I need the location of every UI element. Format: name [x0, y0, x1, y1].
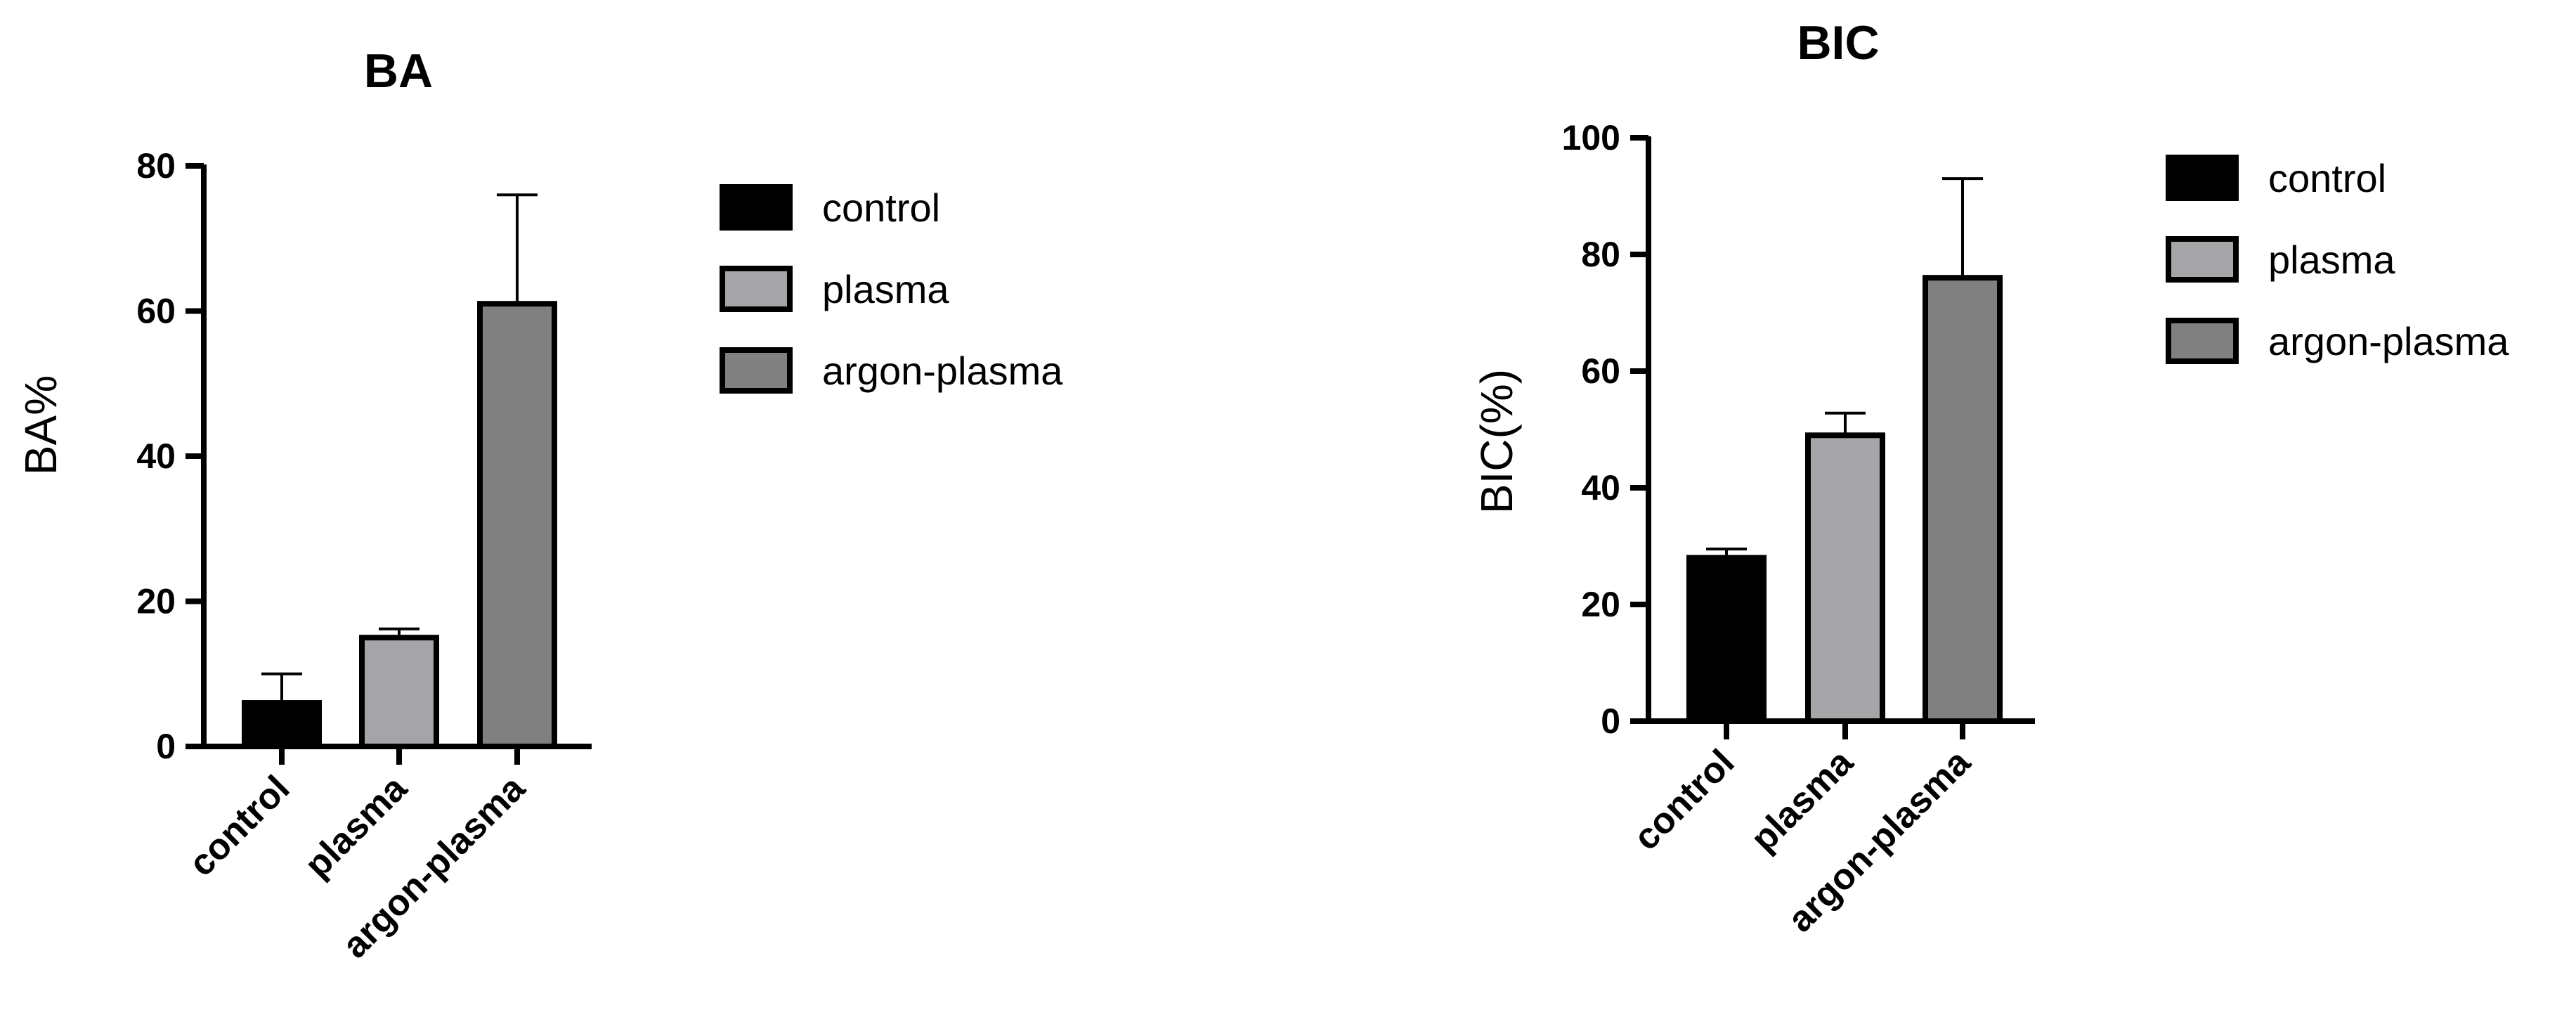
legend-swatch-control [720, 184, 793, 231]
y-tick-label: 40 [1581, 468, 1620, 507]
y-axis-label: BA% [15, 375, 66, 475]
bar-argon-plasma [477, 301, 557, 749]
legend-label-plasma: plasma [822, 267, 949, 311]
legend-swatch-argon-plasma [2166, 318, 2239, 364]
y-tick-label: 20 [1581, 585, 1620, 624]
y-tick-label: 40 [136, 436, 176, 476]
legend-swatch-argon-plasma [720, 347, 793, 394]
y-tick-label: 60 [136, 292, 176, 331]
y-tick-label: 80 [136, 146, 176, 186]
legend-swatch-plasma [2166, 236, 2239, 283]
bar-plasma [359, 635, 439, 749]
bar-argon-plasma [1923, 275, 2003, 724]
bar-plasma [1805, 432, 1885, 724]
y-tick-label: 100 [1562, 118, 1620, 157]
y-tick-label: 80 [1581, 235, 1620, 274]
x-tick-label-plasma: plasma [1743, 742, 1861, 860]
legend-label-argon-plasma: argon-plasma [2268, 319, 2509, 363]
y-tick-label: 0 [1601, 701, 1620, 741]
bar-control [1686, 555, 1767, 724]
legend-label-argon-plasma: argon-plasma [822, 349, 1063, 393]
chart-title: BIC [1797, 16, 1879, 70]
legend-label-control: control [822, 186, 940, 230]
legend-label-control: control [2268, 156, 2386, 200]
bar-control [242, 700, 322, 749]
y-tick-label: 60 [1581, 351, 1620, 391]
y-axis-label: BIC(%) [1471, 369, 1522, 514]
x-tick-label-control: control [181, 768, 298, 884]
legend-swatch-control [2166, 155, 2239, 201]
y-tick-label: 20 [136, 582, 176, 621]
y-tick-label: 0 [156, 727, 176, 766]
legend-label-plasma: plasma [2268, 238, 2395, 282]
chart-title: BA [364, 44, 433, 98]
x-tick-label-control: control [1626, 742, 1743, 858]
x-tick-label-plasma: plasma [297, 768, 415, 886]
legend-swatch-plasma [720, 266, 793, 312]
